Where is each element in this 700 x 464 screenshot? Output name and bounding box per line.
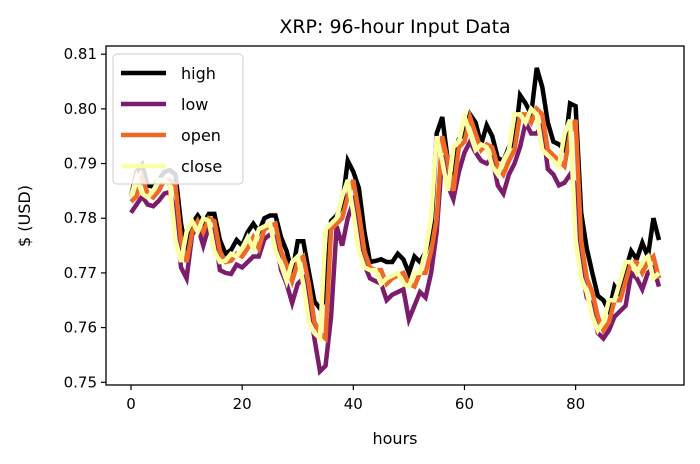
y-tick-label: 0.75 bbox=[64, 373, 97, 391]
series-line-close bbox=[128, 104, 661, 344]
x-axis-title: hours bbox=[373, 429, 418, 448]
y-tick-label: 0.80 bbox=[64, 100, 97, 118]
legend: high low open close bbox=[112, 53, 244, 185]
legend-label-close: close bbox=[181, 157, 222, 176]
y-axis-title: $ (USD) bbox=[15, 185, 34, 247]
legend-label-open: open bbox=[181, 126, 221, 145]
x-tick-label: 40 bbox=[344, 395, 363, 413]
y-tick-label: 0.77 bbox=[64, 264, 97, 282]
series-layer bbox=[128, 67, 662, 376]
x-tick-label: 20 bbox=[233, 395, 252, 413]
plot-frame bbox=[105, 45, 685, 386]
legend-frame bbox=[112, 53, 244, 185]
y-tick-label: 0.76 bbox=[64, 319, 97, 337]
x-tick-label: 0 bbox=[126, 395, 136, 413]
y-tick-label: 0.79 bbox=[64, 155, 97, 173]
x-tick-label: 80 bbox=[566, 395, 585, 413]
legend-label-high: high bbox=[181, 64, 216, 83]
x-tick-label: 60 bbox=[455, 395, 474, 413]
axes: 0 20 40 60 80 0.75 0.76 0.77 0.78 0.79 0.80 0.81 bbox=[64, 45, 586, 413]
legend-items: high low open close bbox=[121, 64, 222, 176]
chart-title: XRP: 96-hour Input Data bbox=[279, 16, 510, 38]
legend-label-low: low bbox=[181, 95, 208, 114]
y-tick-label: 0.78 bbox=[64, 209, 97, 227]
y-tick-label: 0.81 bbox=[64, 45, 97, 63]
